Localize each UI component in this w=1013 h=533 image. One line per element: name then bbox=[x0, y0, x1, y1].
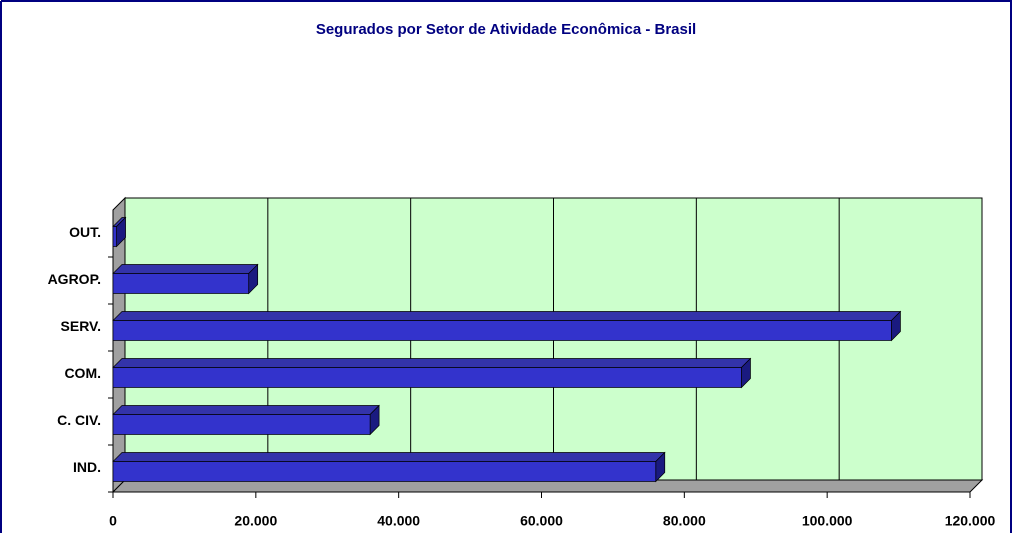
x-tick-label: 100.000 bbox=[802, 513, 853, 529]
x-tick-label: 0 bbox=[109, 513, 117, 529]
bar bbox=[112, 461, 657, 482]
y-tick-label: OUT. bbox=[69, 224, 101, 240]
x-tick-label: 20.000 bbox=[234, 513, 277, 529]
bar-top bbox=[112, 264, 259, 274]
bar-top bbox=[112, 405, 380, 415]
x-tick-label: 120.000 bbox=[945, 513, 996, 529]
bar bbox=[112, 273, 250, 294]
chart-title: Segurados por Setor de Atividade Econômi… bbox=[316, 21, 696, 38]
bar bbox=[112, 414, 371, 435]
y-tick-label: SERV. bbox=[61, 318, 101, 334]
bar-top bbox=[112, 311, 902, 321]
bar-top bbox=[112, 452, 666, 462]
bar bbox=[112, 320, 892, 341]
x-tick-label: 40.000 bbox=[377, 513, 420, 529]
y-tick-label: IND. bbox=[73, 459, 101, 475]
bar bbox=[112, 226, 117, 247]
y-tick-label: C. CIV. bbox=[57, 412, 101, 428]
x-tick-label: 60.000 bbox=[520, 513, 563, 529]
bar-top bbox=[112, 358, 752, 368]
y-tick-label: AGROP. bbox=[48, 271, 101, 287]
bar bbox=[112, 367, 742, 388]
y-tick-label: COM. bbox=[64, 365, 101, 381]
x-tick-label: 80.000 bbox=[663, 513, 706, 529]
